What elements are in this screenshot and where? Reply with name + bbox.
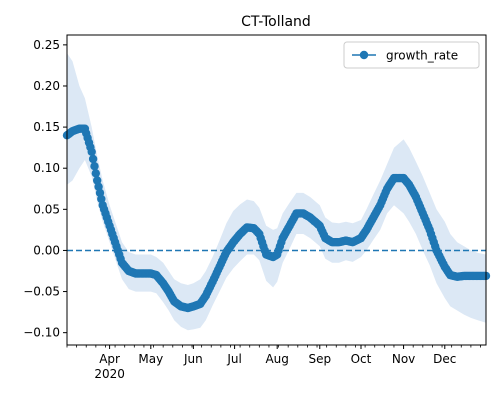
x-tick-year-label: 2020 <box>94 367 125 381</box>
x-tick-label: Dec <box>433 352 456 366</box>
confidence-band <box>67 53 486 331</box>
growth-rate-point <box>88 154 98 164</box>
legend-box <box>343 41 480 69</box>
y-tick-label: −0.05 <box>23 285 60 299</box>
chart-title: CT-Tolland <box>241 14 311 30</box>
y-tick-label: 0.20 <box>33 79 60 93</box>
y-tick-label: −0.10 <box>23 326 60 340</box>
x-tick-label: Sep <box>308 352 331 366</box>
x-tick-label: Jun <box>183 352 203 366</box>
x-tick-label: Apr <box>99 352 120 366</box>
y-tick-label: 0.05 <box>33 202 60 216</box>
x-tick-label: Aug <box>265 352 288 366</box>
axes-frame <box>66 34 487 346</box>
x-tick-label: May <box>138 352 163 366</box>
y-tick-label: 0.00 <box>33 243 60 257</box>
growth-rate-point <box>91 169 101 178</box>
x-tick-label: Jul <box>226 352 241 366</box>
growth-rate-point <box>87 147 96 156</box>
y-tick-label: 0.25 <box>33 38 60 52</box>
growth-rate-point <box>90 162 99 171</box>
y-tick-label: 0.10 <box>33 161 60 175</box>
legend-label: growth_rate <box>386 49 458 63</box>
legend-marker <box>359 50 369 60</box>
legend: growth_rate <box>343 41 480 69</box>
plot-area: −0.10 −0.05 0.00 0.05 0.10 0.15 0.20 0.25 Apr202… <box>23 34 491 381</box>
x-tick-label: Nov <box>392 352 415 366</box>
x-tick-label: Oct <box>351 352 372 366</box>
y-tick-label: 0.15 <box>33 120 60 134</box>
